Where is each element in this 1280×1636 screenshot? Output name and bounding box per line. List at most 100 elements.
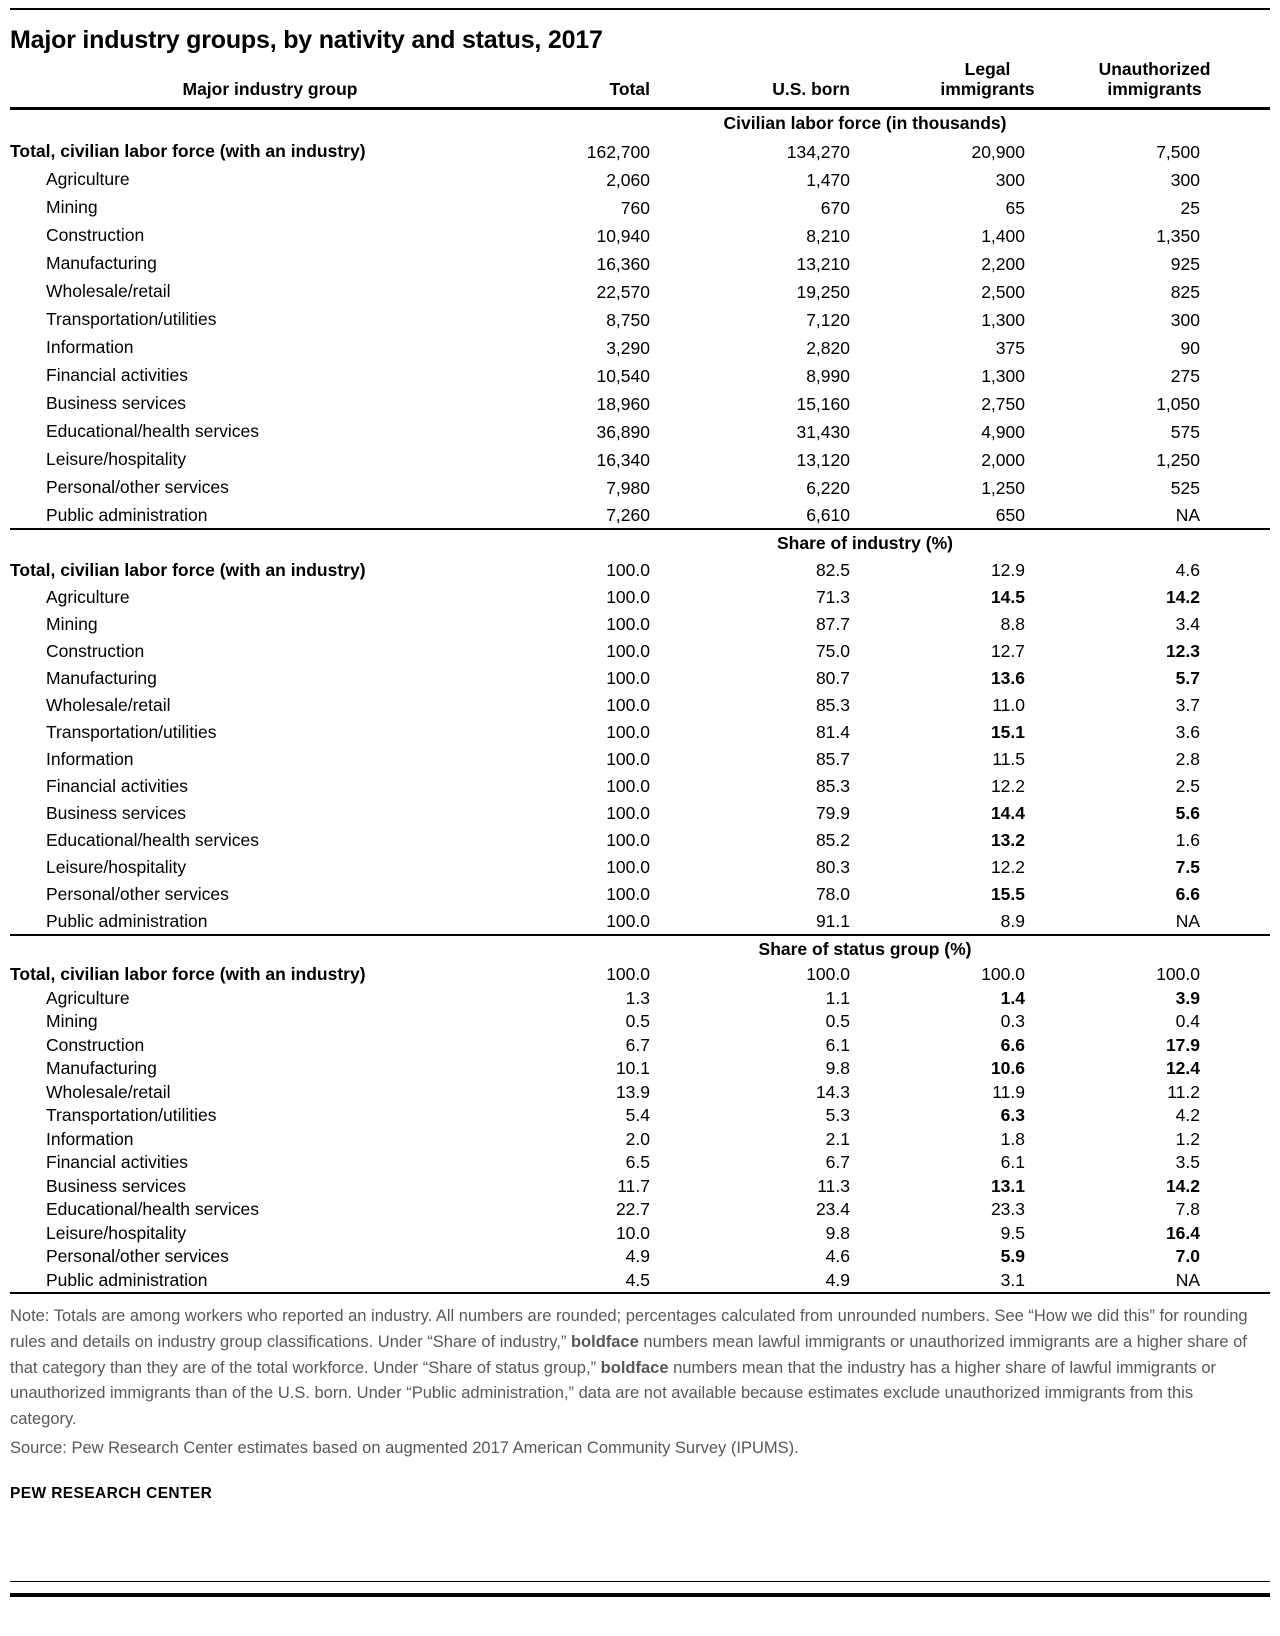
cell-legal-immigrants: 11.9 [992,1081,1025,1102]
cell-us-born: 75.0 [815,641,850,662]
row-label: Public administration [46,1269,208,1290]
cell-legal-immigrants: 14.4 [990,803,1025,824]
cell-total: 760 [620,198,650,219]
row-label: Leisure/hospitality [46,449,187,470]
cell-us-born: 6,220 [806,478,850,499]
cell-unauthorized-immigrants: 3.4 [1175,614,1200,635]
table-row: Information 2.0 2.1 1.8 1.2 [10,1128,1270,1152]
cell-legal-immigrants: 12.7 [990,641,1025,662]
table-row: Educational/health services 36,890 31,430 4… [10,417,1270,445]
cell-unauthorized-immigrants: 525 [1170,478,1200,499]
cell-us-born: 5.3 [825,1105,850,1126]
cell-us-born: 85.3 [815,776,850,797]
row-label: Manufacturing [46,253,157,274]
row-label: Educational/health services [46,1199,260,1220]
column-header-total: Total [460,59,650,111]
cell-total: 100.0 [606,857,650,878]
row-label: Mining [46,614,98,635]
cell-total: 100.0 [606,803,650,824]
cell-legal-immigrants: 300 [995,170,1025,191]
cell-total: 7,980 [606,478,650,499]
table-row: Wholesale/retail 100.0 85.3 11.0 3.7 [10,692,1270,719]
cell-unauthorized-immigrants: 300 [1170,310,1200,331]
section-header-row: Civilian labor force (in thousands) [10,109,1270,138]
top-rule [10,8,1270,10]
table-row: Construction 10,940 8,210 1,400 1,350 [10,221,1270,249]
cell-legal-immigrants: 11.0 [992,695,1025,716]
cell-unauthorized-immigrants: 0.4 [1175,1011,1200,1032]
cell-us-born: 79.9 [815,803,850,824]
cell-us-born: 4.6 [825,1246,850,1267]
cell-total: 4.5 [625,1269,650,1290]
table-row: Mining 0.5 0.5 0.3 0.4 [10,1010,1270,1034]
cell-unauthorized-immigrants: 12.4 [1165,1058,1200,1079]
cell-total: 6.5 [625,1152,650,1173]
cell-total: 100.0 [606,668,650,689]
source-text: Source: Pew Research Center estimates ba… [10,1438,799,1457]
cell-unauthorized-immigrants: NA [1175,910,1200,931]
cell-us-born: 1,470 [806,170,850,191]
cell-legal-immigrants: 6.1 [1000,1152,1025,1173]
cell-legal-immigrants: 6.3 [1000,1105,1025,1126]
cell-total: 10,940 [596,226,650,247]
cell-us-born: 87.7 [815,614,850,635]
row-label: Agriculture [46,169,130,190]
cell-total: 100.0 [606,560,650,581]
cell-legal-immigrants: 15.1 [990,722,1025,743]
table-row: Public administration 7,260 6,610 650 NA [10,501,1270,529]
cell-unauthorized-immigrants: 1,350 [1156,226,1200,247]
cell-total: 13.9 [615,1081,650,1102]
cell-us-born: 85.3 [815,695,850,716]
cell-legal-immigrants: 1.4 [1000,987,1025,1008]
cell-total: 2.0 [625,1128,650,1149]
row-label: Personal/other services [46,1246,229,1267]
cell-total: 100.0 [606,614,650,635]
table-row: Business services 18,960 15,160 2,750 1,050 [10,389,1270,417]
cell-legal-immigrants: 4,900 [981,422,1025,443]
cell-legal-immigrants: 14.5 [990,587,1025,608]
cell-legal-immigrants: 13.1 [990,1175,1025,1196]
table-row: Business services 100.0 79.9 14.4 5.6 [10,800,1270,827]
row-label: Total, civilian labor force (with an ind… [10,141,366,162]
table-row: Leisure/hospitality 16,340 13,120 2,000 1,25… [10,445,1270,473]
cell-us-born: 85.7 [815,749,850,770]
cell-legal-immigrants: 13.2 [990,830,1025,851]
cell-unauthorized-immigrants: 17.9 [1165,1034,1200,1055]
note-segment: numbers mean lawful immigrants or unauth… [10,1332,1247,1377]
column-header-unauthorized-immigrants-label: Unauthorized immigrants [1098,59,1211,100]
row-label: Mining [46,197,98,218]
cell-unauthorized-immigrants: 2.5 [1175,776,1200,797]
table-row: Agriculture 100.0 71.3 14.5 14.2 [10,584,1270,611]
cell-unauthorized-immigrants: 3.7 [1175,695,1200,716]
table-row: Personal/other services 100.0 78.0 15.5 6.6 [10,881,1270,908]
table-row: Mining 100.0 87.7 8.8 3.4 [10,611,1270,638]
page-title: Major industry groups, by nativity and s… [10,26,603,54]
cell-us-born: 31,430 [796,422,850,443]
cell-us-born: 82.5 [815,560,850,581]
row-label: Agriculture [46,587,130,608]
cell-us-born: 0.5 [825,1011,850,1032]
section-header: Share of industry (%) [10,528,1270,558]
table-row: Educational/health services 100.0 85.2 13.2… [10,827,1270,854]
row-label: Public administration [46,910,208,931]
row-label: Wholesale/retail [46,1081,171,1102]
cell-legal-immigrants: 8.9 [1000,910,1025,931]
cell-legal-immigrants: 11.5 [992,749,1025,770]
row-label: Public administration [46,505,208,526]
cell-total: 10,540 [596,366,650,387]
cell-legal-immigrants: 100.0 [981,964,1025,985]
cell-unauthorized-immigrants: 7.0 [1175,1246,1200,1267]
row-label: Personal/other services [46,884,229,905]
cell-unauthorized-immigrants: 1.2 [1175,1128,1200,1149]
cell-us-born: 9.8 [825,1058,850,1079]
column-header-unauthorized-immigrants: Unauthorized immigrants [1025,59,1270,111]
row-label: Business services [46,1175,187,1196]
section-header: Share of status group (%) [10,934,1270,964]
table-row: Educational/health services 22.7 23.4 23.3 7… [10,1198,1270,1222]
bottom-rule-thin [10,1580,1270,1583]
cell-unauthorized-immigrants: 1,250 [1156,450,1200,471]
cell-legal-immigrants: 65 [1005,198,1025,219]
cell-unauthorized-immigrants: 300 [1170,170,1200,191]
cell-us-born: 6,610 [806,505,850,526]
cell-unauthorized-immigrants: 3.6 [1175,722,1200,743]
